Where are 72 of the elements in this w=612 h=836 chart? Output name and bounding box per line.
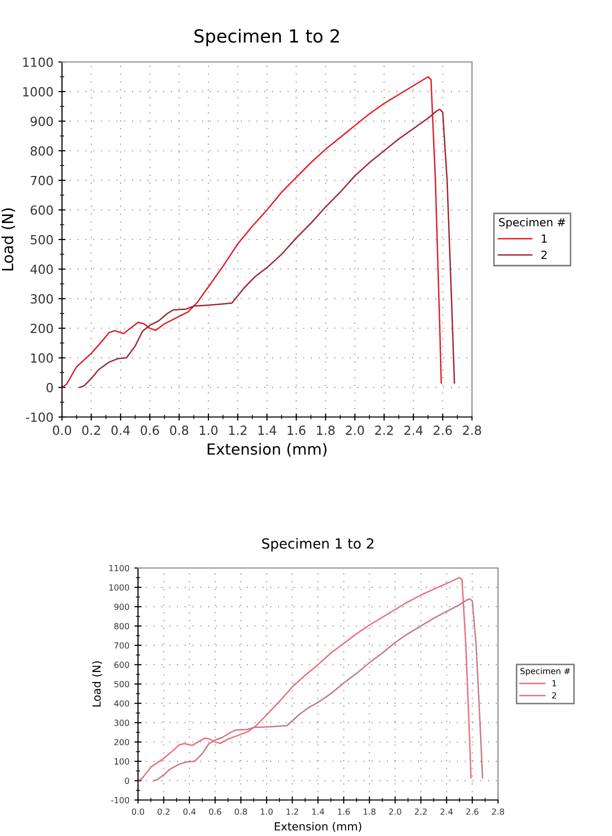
y-tick-label: 0 (46, 382, 53, 392)
y-tick-label: 1000 (23, 87, 53, 97)
line-series (138, 576, 472, 782)
y-tick-label: 400 (114, 700, 130, 707)
x-tick-label: 2.8 (492, 808, 504, 815)
y-tick-label: 200 (114, 738, 130, 746)
chart-title: Specimen 1 to 2 (262, 538, 374, 552)
x-tick-label: 2.2 (414, 808, 427, 815)
x-tick-label: 0.6 (209, 808, 222, 815)
y-tick-label: -100 (111, 796, 130, 804)
y-tick-label: 1000 (109, 584, 130, 591)
x-tick-label: 2.0 (346, 426, 364, 436)
y-tick-label: 500 (114, 680, 130, 688)
x-tick-label: 1.4 (312, 808, 324, 815)
x-tick-label: 2.8 (462, 426, 482, 436)
x-tick-label: 0.4 (183, 808, 196, 815)
y-tick-label: 1100 (23, 57, 53, 67)
y-tick-label: 300 (30, 294, 53, 304)
legend-label: 2 (552, 692, 556, 699)
x-axis-title: Extension (mm) (208, 442, 326, 457)
line-series (78, 108, 456, 388)
legend-title: Specimen # (520, 668, 570, 676)
y-axis-title: Load (N) (2, 208, 16, 270)
y-tick-label: 200 (30, 324, 53, 334)
x-tick-label: 0.2 (82, 426, 100, 436)
chart-title: Specimen 1 to 2 (194, 28, 339, 46)
x-tick-label: 0.8 (234, 808, 247, 815)
legend-label: 1 (542, 234, 547, 243)
y-tick-label: 400 (30, 264, 53, 274)
x-tick-label: 1.2 (229, 426, 246, 435)
x-tick-label: 0.0 (132, 808, 144, 815)
legend-title: Specimen # (499, 218, 566, 229)
x-tick-label: 1.0 (200, 426, 218, 436)
y-tick-label: 700 (114, 642, 130, 649)
y-tick-label: 100 (114, 758, 130, 765)
x-tick-label: 0.2 (158, 808, 170, 815)
legend-label: 2 (541, 250, 547, 259)
y-tick-label: 600 (30, 205, 53, 215)
y-tick-label: 800 (114, 622, 130, 630)
x-tick-label: 1.0 (260, 808, 273, 815)
y-tick-label: 900 (30, 116, 53, 126)
x-tick-label: 0.0 (52, 426, 72, 436)
x-tick-label: 0.6 (140, 426, 160, 436)
x-tick-label: 2.4 (404, 426, 423, 435)
x-tick-label: 2.4 (440, 808, 453, 815)
y-tick-label: 1100 (109, 564, 130, 572)
x-tick-label: 1.8 (364, 808, 376, 815)
y-tick-label: 0 (124, 778, 130, 784)
x-tick-label: 0.4 (111, 426, 130, 436)
y-axis-title: Load (N) (92, 661, 102, 706)
x-tick-label: 1.6 (338, 808, 350, 815)
x-tick-label: 1.6 (288, 426, 306, 436)
y-tick-label: 300 (114, 720, 130, 726)
x-tick-label: 2.0 (389, 808, 402, 815)
x-tick-label: 1.4 (258, 426, 276, 435)
x-tick-label: 0.8 (170, 426, 188, 436)
x-axis-title: Extension (mm) (274, 822, 362, 832)
x-tick-label: 2.6 (434, 426, 452, 436)
y-tick-label: 500 (30, 234, 53, 244)
x-tick-label: 1.2 (286, 808, 298, 815)
line-series (152, 598, 484, 782)
x-tick-label: 2.6 (466, 808, 478, 815)
y-tick-label: 700 (30, 176, 53, 186)
legend-label: 1 (552, 680, 556, 686)
y-tick-label: 800 (30, 146, 53, 156)
y-tick-label: -100 (26, 412, 53, 422)
y-tick-label: 600 (114, 662, 130, 668)
y-tick-label: 900 (114, 604, 130, 610)
line-series (62, 76, 442, 388)
x-tick-label: 2.2 (375, 426, 393, 435)
x-tick-label: 1.8 (317, 426, 335, 436)
y-tick-label: 100 (31, 353, 53, 363)
